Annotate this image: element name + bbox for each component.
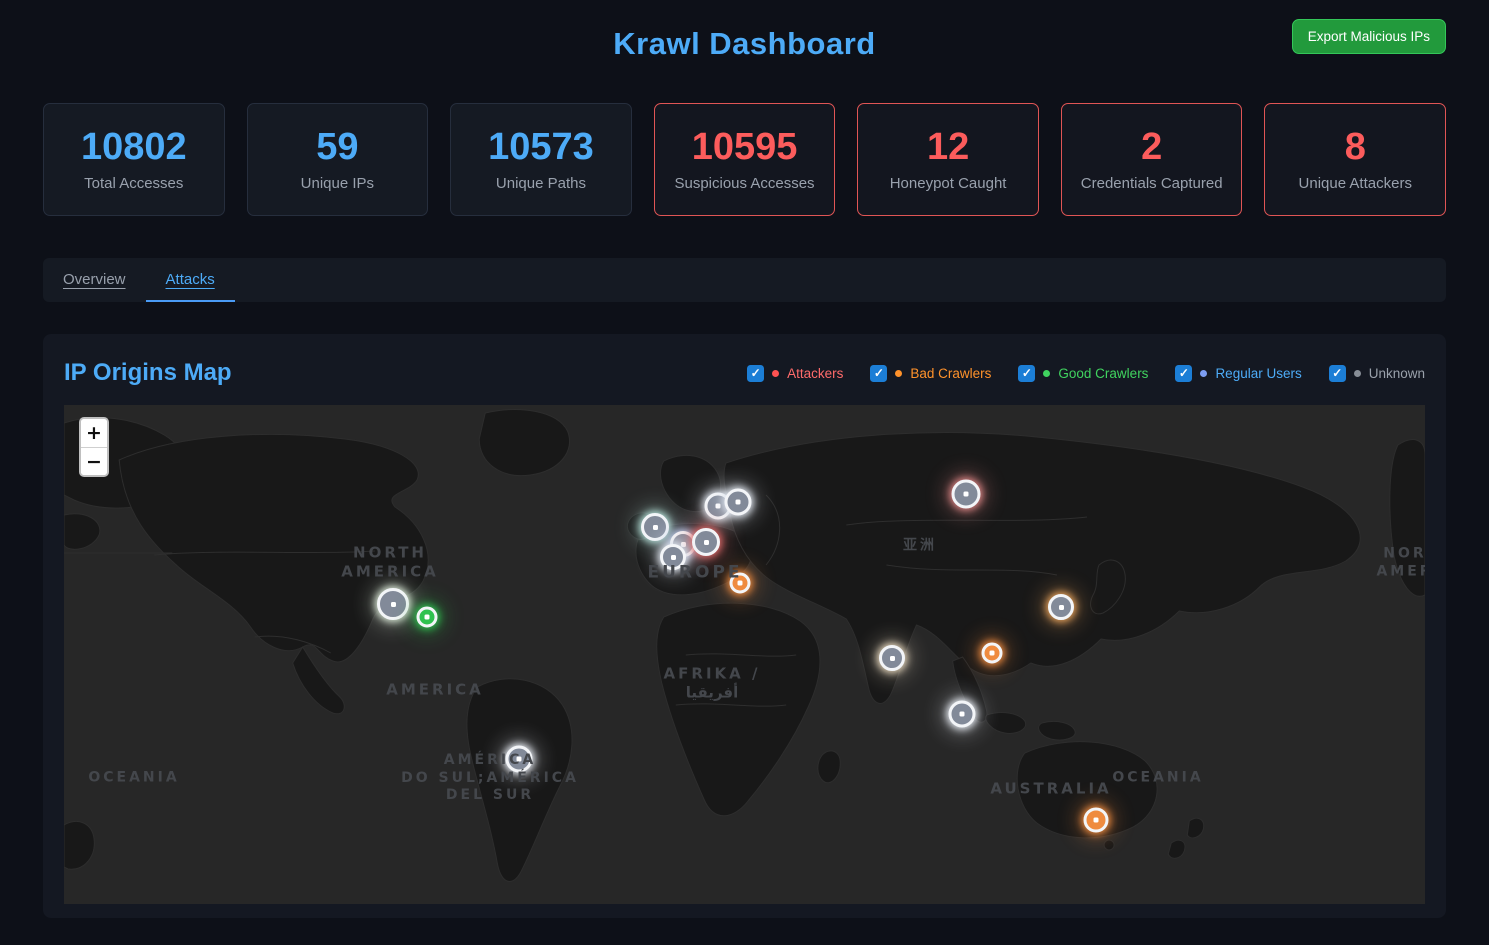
map-marker[interactable] bbox=[1048, 594, 1074, 620]
world-map[interactable]: + − NORTH AMERICA AMERICA AMÉRICA DO SUL;A… bbox=[64, 405, 1425, 904]
stat-label: Unique IPs bbox=[300, 175, 375, 193]
map-zoom-control: + − bbox=[79, 417, 109, 477]
tab-overview[interactable]: Overview bbox=[63, 270, 126, 288]
legend-dot-icon bbox=[1353, 369, 1361, 377]
stat-card-unique-paths: 10573 Unique Paths bbox=[450, 103, 632, 216]
map-marker[interactable] bbox=[724, 488, 752, 516]
map-marker[interactable] bbox=[729, 572, 751, 594]
legend-dot-icon bbox=[1043, 369, 1051, 377]
stat-card-honeypot-caught: 12 Honeypot Caught bbox=[857, 103, 1039, 216]
world-map-svg bbox=[64, 405, 1425, 904]
ip-origins-map-panel: IP Origins Map ✓ Attackers ✓ Bad Crawlers ✓ G… bbox=[43, 334, 1446, 918]
stats-row: 10802 Total Accesses 59 Unique IPs 10573… bbox=[43, 103, 1447, 216]
zoom-out-button[interactable]: − bbox=[81, 447, 107, 475]
legend-item-attackers[interactable]: ✓ Attackers bbox=[747, 364, 844, 382]
legend-label: Attackers bbox=[787, 365, 844, 381]
legend-label: Bad Crawlers bbox=[910, 365, 992, 381]
tab-attacks[interactable]: Attacks bbox=[145, 258, 235, 302]
tab-bar: Overview Attacks bbox=[43, 258, 1446, 302]
stat-card-unique-ips: 59 Unique IPs bbox=[246, 103, 429, 216]
stat-label: Unique Attackers bbox=[1298, 175, 1412, 193]
legend-label: Good Crawlers bbox=[1058, 365, 1149, 381]
legend-checkbox-regular-users[interactable]: ✓ bbox=[1175, 364, 1193, 382]
legend-checkbox-attackers[interactable]: ✓ bbox=[747, 364, 765, 382]
map-marker[interactable] bbox=[879, 645, 905, 671]
stat-card-suspicious-accesses: 10595 Suspicious Accesses bbox=[653, 103, 836, 216]
legend-checkbox-bad-crawlers[interactable]: ✓ bbox=[870, 364, 888, 382]
stat-label: Honeypot Caught bbox=[889, 175, 1007, 193]
map-marker[interactable] bbox=[660, 544, 686, 570]
legend-item-unknown[interactable]: ✓ Unknown bbox=[1328, 364, 1425, 382]
stat-card-credentials-captured: 2 Credentials Captured bbox=[1060, 103, 1243, 216]
map-marker[interactable] bbox=[377, 588, 409, 620]
map-marker[interactable] bbox=[1083, 807, 1109, 833]
stat-value: 10802 bbox=[80, 125, 187, 168]
stat-value: 12 bbox=[926, 125, 970, 168]
map-marker[interactable] bbox=[981, 642, 1003, 664]
legend-label: Unknown bbox=[1368, 365, 1425, 381]
legend-checkbox-good-crawlers[interactable]: ✓ bbox=[1018, 364, 1036, 382]
map-legend: ✓ Attackers ✓ Bad Crawlers ✓ Good Crawlers ✓ Re… bbox=[747, 364, 1425, 382]
stat-value: 59 bbox=[316, 125, 359, 168]
stat-value: 2 bbox=[1141, 125, 1163, 168]
legend-dot-icon bbox=[895, 369, 903, 377]
legend-label: Regular Users bbox=[1215, 365, 1302, 381]
dashboard-page: Krawl Dashboard Export Malicious IPs 108… bbox=[43, 0, 1447, 918]
stat-value: 10573 bbox=[488, 125, 594, 168]
legend-checkbox-unknown[interactable]: ✓ bbox=[1328, 364, 1346, 382]
map-marker[interactable] bbox=[641, 513, 669, 541]
export-malicious-ips-button[interactable]: Export Malicious IPs bbox=[1291, 19, 1446, 54]
zoom-in-button[interactable]: + bbox=[81, 419, 107, 447]
map-panel-header: IP Origins Map ✓ Attackers ✓ Bad Crawlers ✓ G… bbox=[64, 355, 1425, 391]
stat-label: Unique Paths bbox=[495, 175, 586, 193]
map-marker[interactable] bbox=[505, 745, 533, 773]
header: Krawl Dashboard Export Malicious IPs bbox=[43, 0, 1446, 84]
legend-item-regular-users[interactable]: ✓ Regular Users bbox=[1175, 364, 1302, 382]
stat-label: Suspicious Accesses bbox=[674, 175, 815, 193]
map-marker[interactable] bbox=[416, 606, 438, 628]
stat-card-unique-attackers: 8 Unique Attackers bbox=[1264, 103, 1447, 216]
legend-item-good-crawlers[interactable]: ✓ Good Crawlers bbox=[1018, 364, 1149, 382]
legend-item-bad-crawlers[interactable]: ✓ Bad Crawlers bbox=[870, 364, 992, 382]
map-panel-title: IP Origins Map bbox=[64, 359, 232, 386]
map-marker[interactable] bbox=[951, 479, 981, 509]
map-marker[interactable] bbox=[692, 528, 720, 556]
stat-label: Credentials Captured bbox=[1080, 175, 1223, 193]
stat-label: Total Accesses bbox=[84, 175, 184, 193]
page-title: Krawl Dashboard bbox=[613, 26, 876, 61]
legend-dot-icon bbox=[1200, 369, 1208, 377]
legend-dot-icon bbox=[772, 369, 780, 377]
map-marker[interactable] bbox=[948, 700, 976, 728]
stat-value: 10595 bbox=[691, 125, 798, 168]
stat-card-total-accesses: 10802 Total Accesses bbox=[43, 103, 225, 216]
stat-value: 8 bbox=[1344, 125, 1366, 168]
